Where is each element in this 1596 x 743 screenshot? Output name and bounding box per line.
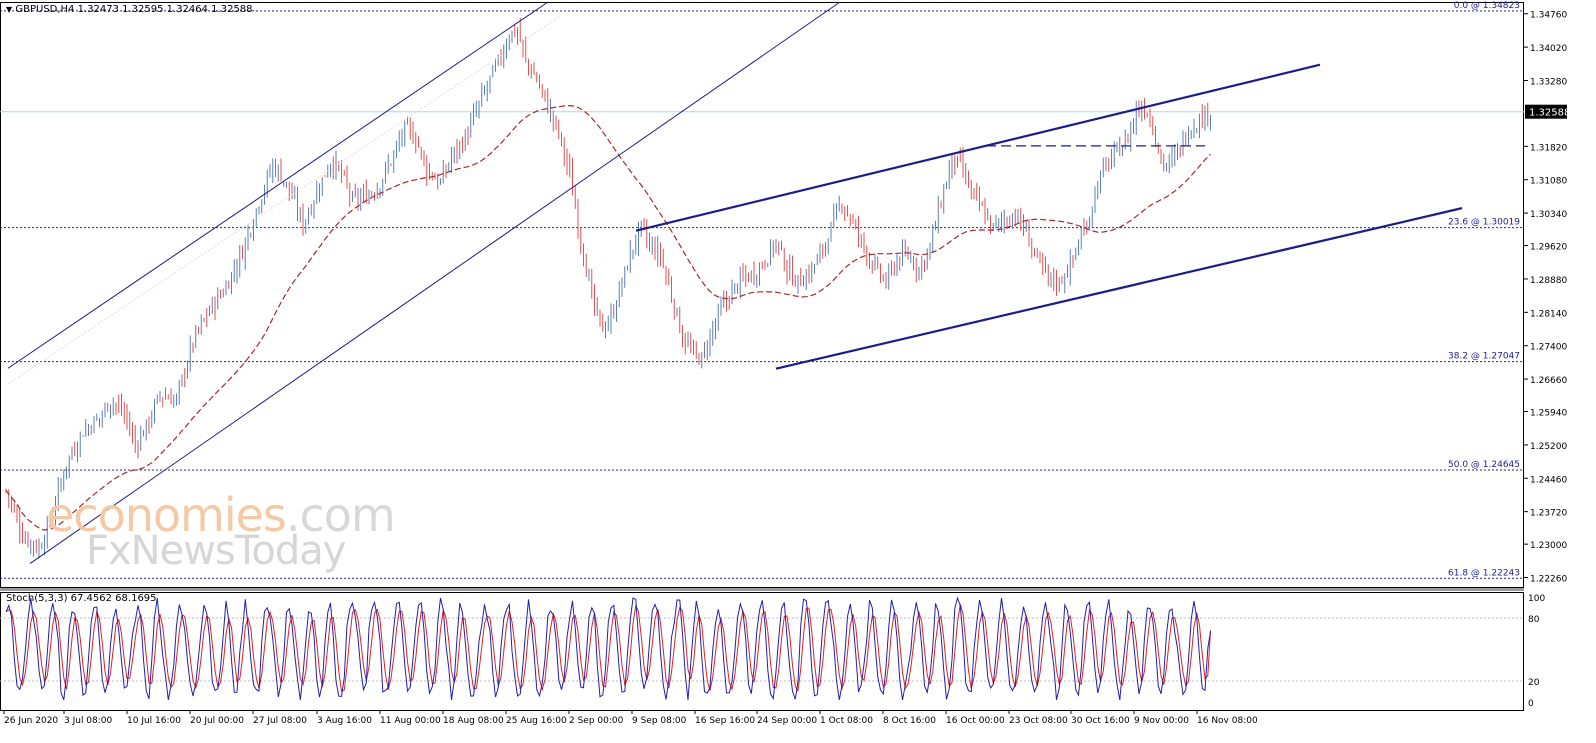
stoch-y-tick-label: 20 [1528,678,1540,688]
x-tick-label: 9 Sep 08:00 [632,716,687,726]
y-tick-label: 1.34020 [1530,44,1567,54]
wedge-lower-trendline [775,207,1463,370]
stoch-frame [0,592,1524,711]
x-tick-label: 8 Oct 16:00 [883,716,936,726]
y-tick-label: 1.23720 [1530,509,1567,519]
chart-title: GBPUSD,H4 1.32473 1.32595 1.32464 1.3258… [15,4,253,15]
y-tick-label: 1.31080 [1530,177,1567,187]
y-tick-label: 1.29620 [1530,243,1567,253]
x-tick-label: 3 Aug 16:00 [317,716,372,726]
moving-average-line [5,104,1211,531]
x-tick-label: 1 Oct 08:00 [820,716,873,726]
y-tick-label: 1.24460 [1530,475,1567,485]
upper-channel-trendline [7,1,549,369]
x-tick-label: 9 Nov 00:00 [1134,716,1189,726]
stoch-y-tick-label: 80 [1528,615,1540,625]
wedge-upper-trendline [635,63,1321,232]
y-tick-label: 1.25940 [1530,409,1567,419]
x-tick-label: 10 Jul 16:00 [127,716,181,726]
watermark-economies: economies.com [46,488,396,542]
x-tick-label: 24 Sep 00:00 [757,716,817,726]
y-tick-label: 1.30340 [1530,210,1567,220]
candles [5,17,1211,559]
fib-label-2: 38.2 @ 1.27047 [1448,352,1520,362]
chart-title-bar: ▼ GBPUSD,H4 1.32473 1.32595 1.32464 1.32… [6,4,253,15]
stoch-main-line [5,596,1211,701]
watermark-fxnewstoday: FxNewsToday [86,528,346,574]
stoch-y-tick-label: 0 [1528,699,1534,709]
x-tick-label: 23 Oct 08:00 [1009,716,1068,726]
stoch-title: Stoch(5,3,3) 67.4562 68.1695 [6,593,157,604]
fib-label-4: 61.8 @ 1.22243 [1448,568,1520,578]
y-tick-label: 1.23000 [1530,541,1567,551]
y-tick-label: 1.26660 [1530,376,1567,386]
x-tick-label: 27 Jul 08:00 [253,716,307,726]
channel-midline [7,16,561,385]
y-tick-label: 1.28880 [1530,276,1567,286]
fib-label-3: 50.0 @ 1.24645 [1448,460,1520,470]
x-tick-label: 11 Aug 00:00 [380,716,441,726]
y-tick-label: 1.25200 [1530,442,1567,452]
x-tick-label: 18 Aug 08:00 [443,716,504,726]
x-tick-label: 16 Sep 16:00 [695,716,755,726]
current-price-label: 1.32588 [1529,108,1570,119]
y-tick-label: 1.22260 [1530,575,1567,585]
upper-channel-lower-trendline [29,1,841,564]
fib-label-0: 0.0 @ 1.34823 [1454,1,1520,11]
x-tick-label: 30 Oct 16:00 [1071,716,1130,726]
x-tick-label: 16 Oct 00:00 [946,716,1005,726]
y-tick-label: 1.33280 [1530,77,1567,87]
x-tick-label: 3 Jul 08:00 [64,716,113,726]
main-price-panel: 0.0 @ 1.34823 23.6 @ 1.30019 38.2 @ 1.2704… [0,1,1524,591]
y-tick-label: 1.34760 [1530,11,1567,21]
x-tick-label: 16 Nov 08:00 [1197,716,1258,726]
y-tick-label: 1.28140 [1530,309,1567,319]
x-tick-label: 20 Jul 00:00 [190,716,244,726]
stoch-y-tick-label: 100 [1528,594,1545,604]
current-price-badge [1525,104,1567,119]
stochastic-panel [0,592,1524,711]
x-tick-label: 25 Aug 16:00 [506,716,567,726]
y-tick-label: 1.31820 [1530,143,1567,153]
fib-label-1: 23.6 @ 1.30019 [1448,218,1520,228]
chart-menu-triangle-icon[interactable]: ▼ [6,5,13,14]
x-tick-label: 2 Sep 00:00 [569,716,624,726]
y-tick-label: 1.27400 [1530,343,1567,353]
axes: 1.34760 1.34020 1.33280 1.32588 1.31820 1.310… [3,11,1570,726]
main-frame [0,2,1524,588]
x-tick-label: 26 Jun 2020 [4,716,58,726]
